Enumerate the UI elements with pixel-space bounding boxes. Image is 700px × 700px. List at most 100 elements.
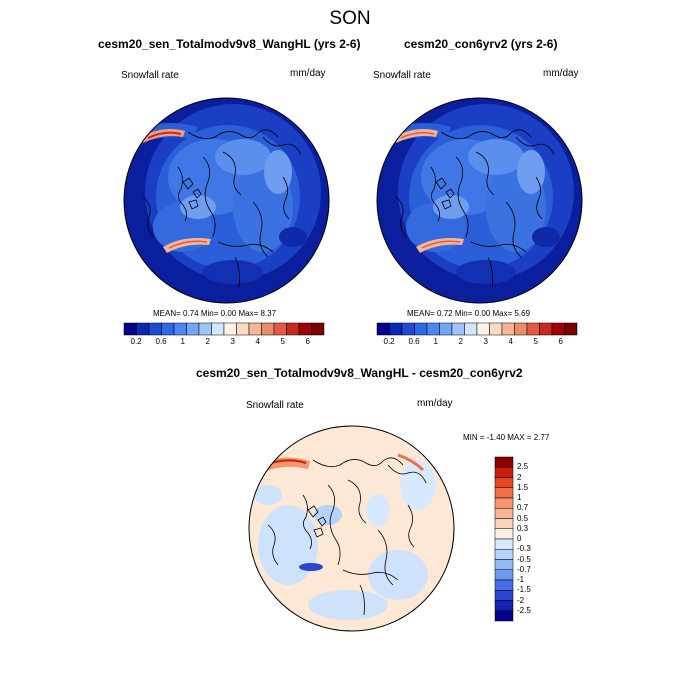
diff-colorbar-tick-label: 2 [517, 472, 522, 482]
diff-colorbar-box [494, 487, 514, 499]
panel2-colorbar [376, 322, 578, 336]
panel2-colorbar-box [564, 322, 578, 336]
panel2-colorbar-box [539, 322, 553, 336]
diff-colorbar-box [494, 549, 514, 560]
panel2-colorbar-ticks: 0.2 0.6 1 2 3 4 5 6 [377, 337, 577, 349]
diff-panel-title: cesm20_sen_Totalmodv9v8_WangHL - cesm20_… [196, 366, 523, 380]
panel1-colorbar-ticks: 0.2 0.6 1 2 3 4 5 6 [124, 337, 324, 349]
diff-colorbar-box [494, 569, 514, 581]
panel2-colorbar-tick-label: 5 [533, 337, 538, 346]
diff-colorbar-box [494, 508, 514, 519]
panel2-colorbar-box [414, 322, 428, 336]
diff-colorbar-box [494, 559, 514, 570]
panel1-colorbar-box [223, 322, 237, 336]
panel1-min-label: Min= [200, 309, 219, 318]
panel2-min-value: 0.00 [474, 309, 491, 318]
diff-colorbar-box [494, 610, 514, 622]
panel1-map [123, 97, 330, 304]
diff-colorbar-tick-label: 1 [517, 493, 522, 502]
diff-colorbar-tick-label: -2 [517, 595, 525, 605]
diff-colorbar-tick-label: 2.5 [517, 462, 529, 472]
diff-minmax: MIN = -1.40 MAX = 2.77 [463, 433, 550, 442]
diff-colorbar-box [494, 600, 514, 611]
panel1-units-label: mm/day [290, 68, 326, 79]
diff-map [248, 425, 455, 632]
panel1-max-value: 8.37 [260, 309, 277, 318]
panel2-colorbar-tick-label: 1 [433, 337, 438, 346]
panel1-colorbar-box [123, 322, 137, 336]
panel2-stats: MEAN= 0.72 Min= 0.00 Max= 5.69 [407, 309, 530, 318]
panel1-colorbar-box [186, 322, 200, 336]
panel1-colorbar-box [148, 322, 162, 336]
panel1-colorbar-box [298, 322, 312, 336]
panel2-colorbar-box [426, 322, 440, 336]
diff-colorbar-tick-label: -1.5 [517, 585, 531, 595]
diff-colorbar-box [494, 497, 514, 509]
panel2-min-label: Min= [454, 309, 473, 318]
panel1-colorbar-tick-label: 5 [280, 337, 285, 346]
panel1-colorbar-box [311, 322, 325, 336]
diff-colorbar-tick-label: -2.5 [517, 605, 531, 615]
panel1-colorbar-box [136, 322, 150, 336]
panel1-colorbar-box [173, 322, 187, 336]
panel2-units-label: mm/day [543, 68, 579, 79]
diff-colorbar-box [494, 528, 514, 540]
panel2-colorbar-tick-label: 4 [508, 337, 513, 346]
diff-colorbar-tick-label: 0.7 [517, 503, 529, 513]
panel1-colorbar [123, 322, 325, 336]
diff-colorbar-box [494, 456, 514, 468]
panel1-colorbar-tick-label: 6 [305, 337, 310, 346]
panel1-colorbar-box [286, 322, 300, 336]
panel1-title: cesm20_sen_Totalmodv9v8_WangHL (yrs 2-6) [98, 37, 361, 51]
panel2-colorbar-box [551, 322, 565, 336]
panel2-colorbar-box [501, 322, 515, 336]
diff-colorbar-box [494, 579, 514, 591]
panel1-colorbar-tick-label: 0.2 [130, 337, 142, 346]
panel2-colorbar-box [439, 322, 453, 336]
panel2-colorbar-tick-label: 3 [483, 337, 488, 346]
panel1-colorbar-tick-label: 4 [255, 337, 260, 346]
panel2-max-value: 5.69 [514, 309, 531, 318]
panel2-colorbar-box [401, 322, 415, 336]
panel2-colorbar-box [451, 322, 465, 336]
panel2-colorbar-tick-label: 0.6 [408, 337, 420, 346]
panel2-colorbar-box [514, 322, 528, 336]
diff-colorbar-tick-label: -0.7 [517, 564, 531, 574]
diff-colorbar-box [494, 467, 514, 478]
panel1-max-label: Max= [238, 309, 259, 318]
panel1-colorbar-tick-label: 2 [205, 337, 210, 346]
panel2-title: cesm20_con6yrv2 (yrs 2-6) [404, 37, 558, 51]
panel2-colorbar-box [489, 322, 503, 336]
panel1-colorbar-box [261, 322, 275, 336]
panel2-colorbar-box [476, 322, 490, 336]
panel1-colorbar-tick-label: 0.6 [155, 337, 167, 346]
diff-colorbar-tick-label: 0 [517, 534, 522, 543]
diff-colorbar-box [494, 538, 514, 550]
diff-colorbar-tick-label: 0.5 [517, 513, 529, 523]
diff-colorbar-tick-label: -0.5 [517, 554, 531, 564]
panel1-mean-label: MEAN= [153, 309, 181, 318]
diff-variable-label: Snowfall rate [246, 400, 304, 411]
diff-colorbar-tick-label: -1 [517, 575, 525, 584]
panel2-colorbar-box [464, 322, 478, 336]
panel2-map [376, 97, 583, 304]
diff-colorbar-box [494, 590, 514, 601]
panel2-mean-label: MEAN= [407, 309, 435, 318]
panel2-colorbar-tick-label: 6 [558, 337, 563, 346]
panel2-colorbar-tick-label: 0.2 [383, 337, 395, 346]
panel1-min-value: 0.00 [220, 309, 237, 318]
panel1-colorbar-box [198, 322, 212, 336]
panel1-colorbar-box [211, 322, 225, 336]
panel2-max-label: Max= [492, 309, 513, 318]
panel2-mean-value: 0.72 [437, 309, 453, 318]
diff-colorbar-tick-label: -0.3 [517, 544, 531, 554]
panel1-colorbar-box [248, 322, 262, 336]
panel2-variable-label: Snowfall rate [373, 70, 431, 81]
panel1-colorbar-box [236, 322, 250, 336]
diff-units-label: mm/day [417, 398, 453, 409]
panel1-colorbar-box [273, 322, 287, 336]
panel2-colorbar-tick-label: 2 [458, 337, 463, 346]
diff-colorbar-tick-label: 1.5 [517, 482, 529, 492]
panel2-colorbar-box [376, 322, 390, 336]
diff-colorbar-box [494, 518, 514, 529]
